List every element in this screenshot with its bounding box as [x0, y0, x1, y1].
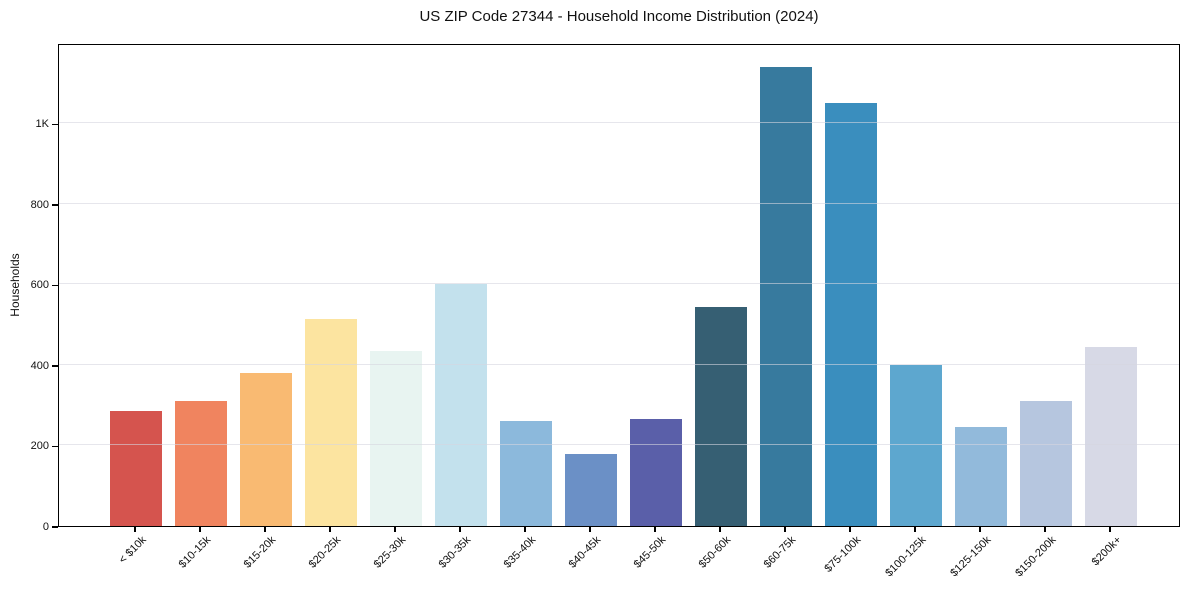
- y-tick-mark: [52, 365, 58, 367]
- x-tick-mark: [654, 527, 656, 532]
- bar-50-60k: [695, 307, 747, 526]
- y-tick-label-400: 400: [30, 359, 49, 372]
- x-tick-label-125-150k: $125-150k: [948, 534, 994, 580]
- x-tick-mark: [394, 527, 396, 532]
- bar-10-15k: [175, 401, 227, 526]
- chart-title: US ZIP Code 27344 - Household Income Dis…: [419, 8, 819, 25]
- x-tick-label-25-30k: $25-30k: [371, 534, 409, 571]
- y-tick-mark: [52, 204, 58, 206]
- gridline-200: [59, 444, 1179, 445]
- x-tick-mark: [329, 527, 331, 532]
- x-tick-label-45-50k: $45-50k: [631, 534, 669, 571]
- plot-area: [58, 44, 1180, 527]
- x-tick-mark: [914, 527, 916, 532]
- y-tick-label-1K: 1K: [35, 118, 49, 130]
- y-tick-label-800: 800: [30, 198, 49, 211]
- x-tick-mark: [979, 527, 981, 532]
- bar-15-20k: [240, 373, 292, 526]
- y-tick-label-0: 0: [42, 520, 49, 533]
- y-tick-mark: [52, 526, 58, 528]
- x-tick-label-20-25k: $20-25k: [306, 534, 344, 571]
- x-tick-mark: [524, 527, 526, 532]
- bar-125-150k: [955, 427, 1007, 526]
- gridline-600: [59, 283, 1179, 284]
- x-tick-label-40-45k: $40-45k: [566, 534, 604, 571]
- x-tick-label-30-35k: $30-35k: [436, 534, 474, 571]
- bar-60-75k: [760, 67, 812, 526]
- x-tick-mark: [199, 527, 201, 532]
- y-tick-label-200: 200: [30, 440, 49, 452]
- gridline-1K: [59, 122, 1179, 123]
- x-tick-mark: [784, 527, 786, 532]
- bar-10k: [110, 411, 162, 526]
- x-tick-mark: [849, 527, 851, 532]
- x-tick-mark: [719, 527, 721, 532]
- bar-40-45k: [565, 454, 617, 526]
- x-tick-label-75-100k: $75-100k: [822, 534, 864, 575]
- gridline-400: [59, 364, 1179, 365]
- x-tick-mark: [134, 527, 136, 532]
- x-tick-mark: [264, 527, 266, 532]
- x-tick-label-150-200k: $150-200k: [1013, 534, 1059, 580]
- bar-25-30k: [370, 351, 422, 526]
- bar-100-125k: [890, 365, 942, 526]
- gridline-800: [59, 203, 1179, 204]
- bar-20-25k: [305, 319, 357, 526]
- y-tick-label-600: 600: [30, 279, 49, 291]
- x-tick-mark: [459, 527, 461, 532]
- x-tick-mark: [589, 527, 591, 532]
- x-tick-label-10-15k: $10-15k: [176, 534, 214, 571]
- bar-75-100k: [825, 103, 877, 526]
- y-tick-mark: [52, 123, 58, 126]
- x-tick-label-100-125k: $100-125k: [883, 534, 929, 580]
- x-tick-mark: [1109, 527, 1111, 532]
- bar-150-200k: [1020, 401, 1072, 526]
- x-tick-mark: [1044, 527, 1046, 532]
- x-tick-label-35-40k: $35-40k: [501, 534, 539, 571]
- bar-200k+: [1085, 347, 1137, 526]
- bar-35-40k: [500, 421, 552, 526]
- x-tick-label-50-60k: $50-60k: [696, 534, 734, 571]
- x-tick-label-10k: < $10k: [116, 534, 149, 567]
- y-tick-mark: [52, 284, 58, 287]
- x-tick-label-200k+: $200k+: [1089, 534, 1124, 569]
- bar-45-50k: [630, 419, 682, 526]
- x-tick-label-60-75k: $60-75k: [761, 534, 799, 571]
- y-tick-mark: [52, 445, 58, 448]
- bar-30-35k: [435, 284, 487, 526]
- x-tick-label-15-20k: $15-20k: [241, 534, 279, 571]
